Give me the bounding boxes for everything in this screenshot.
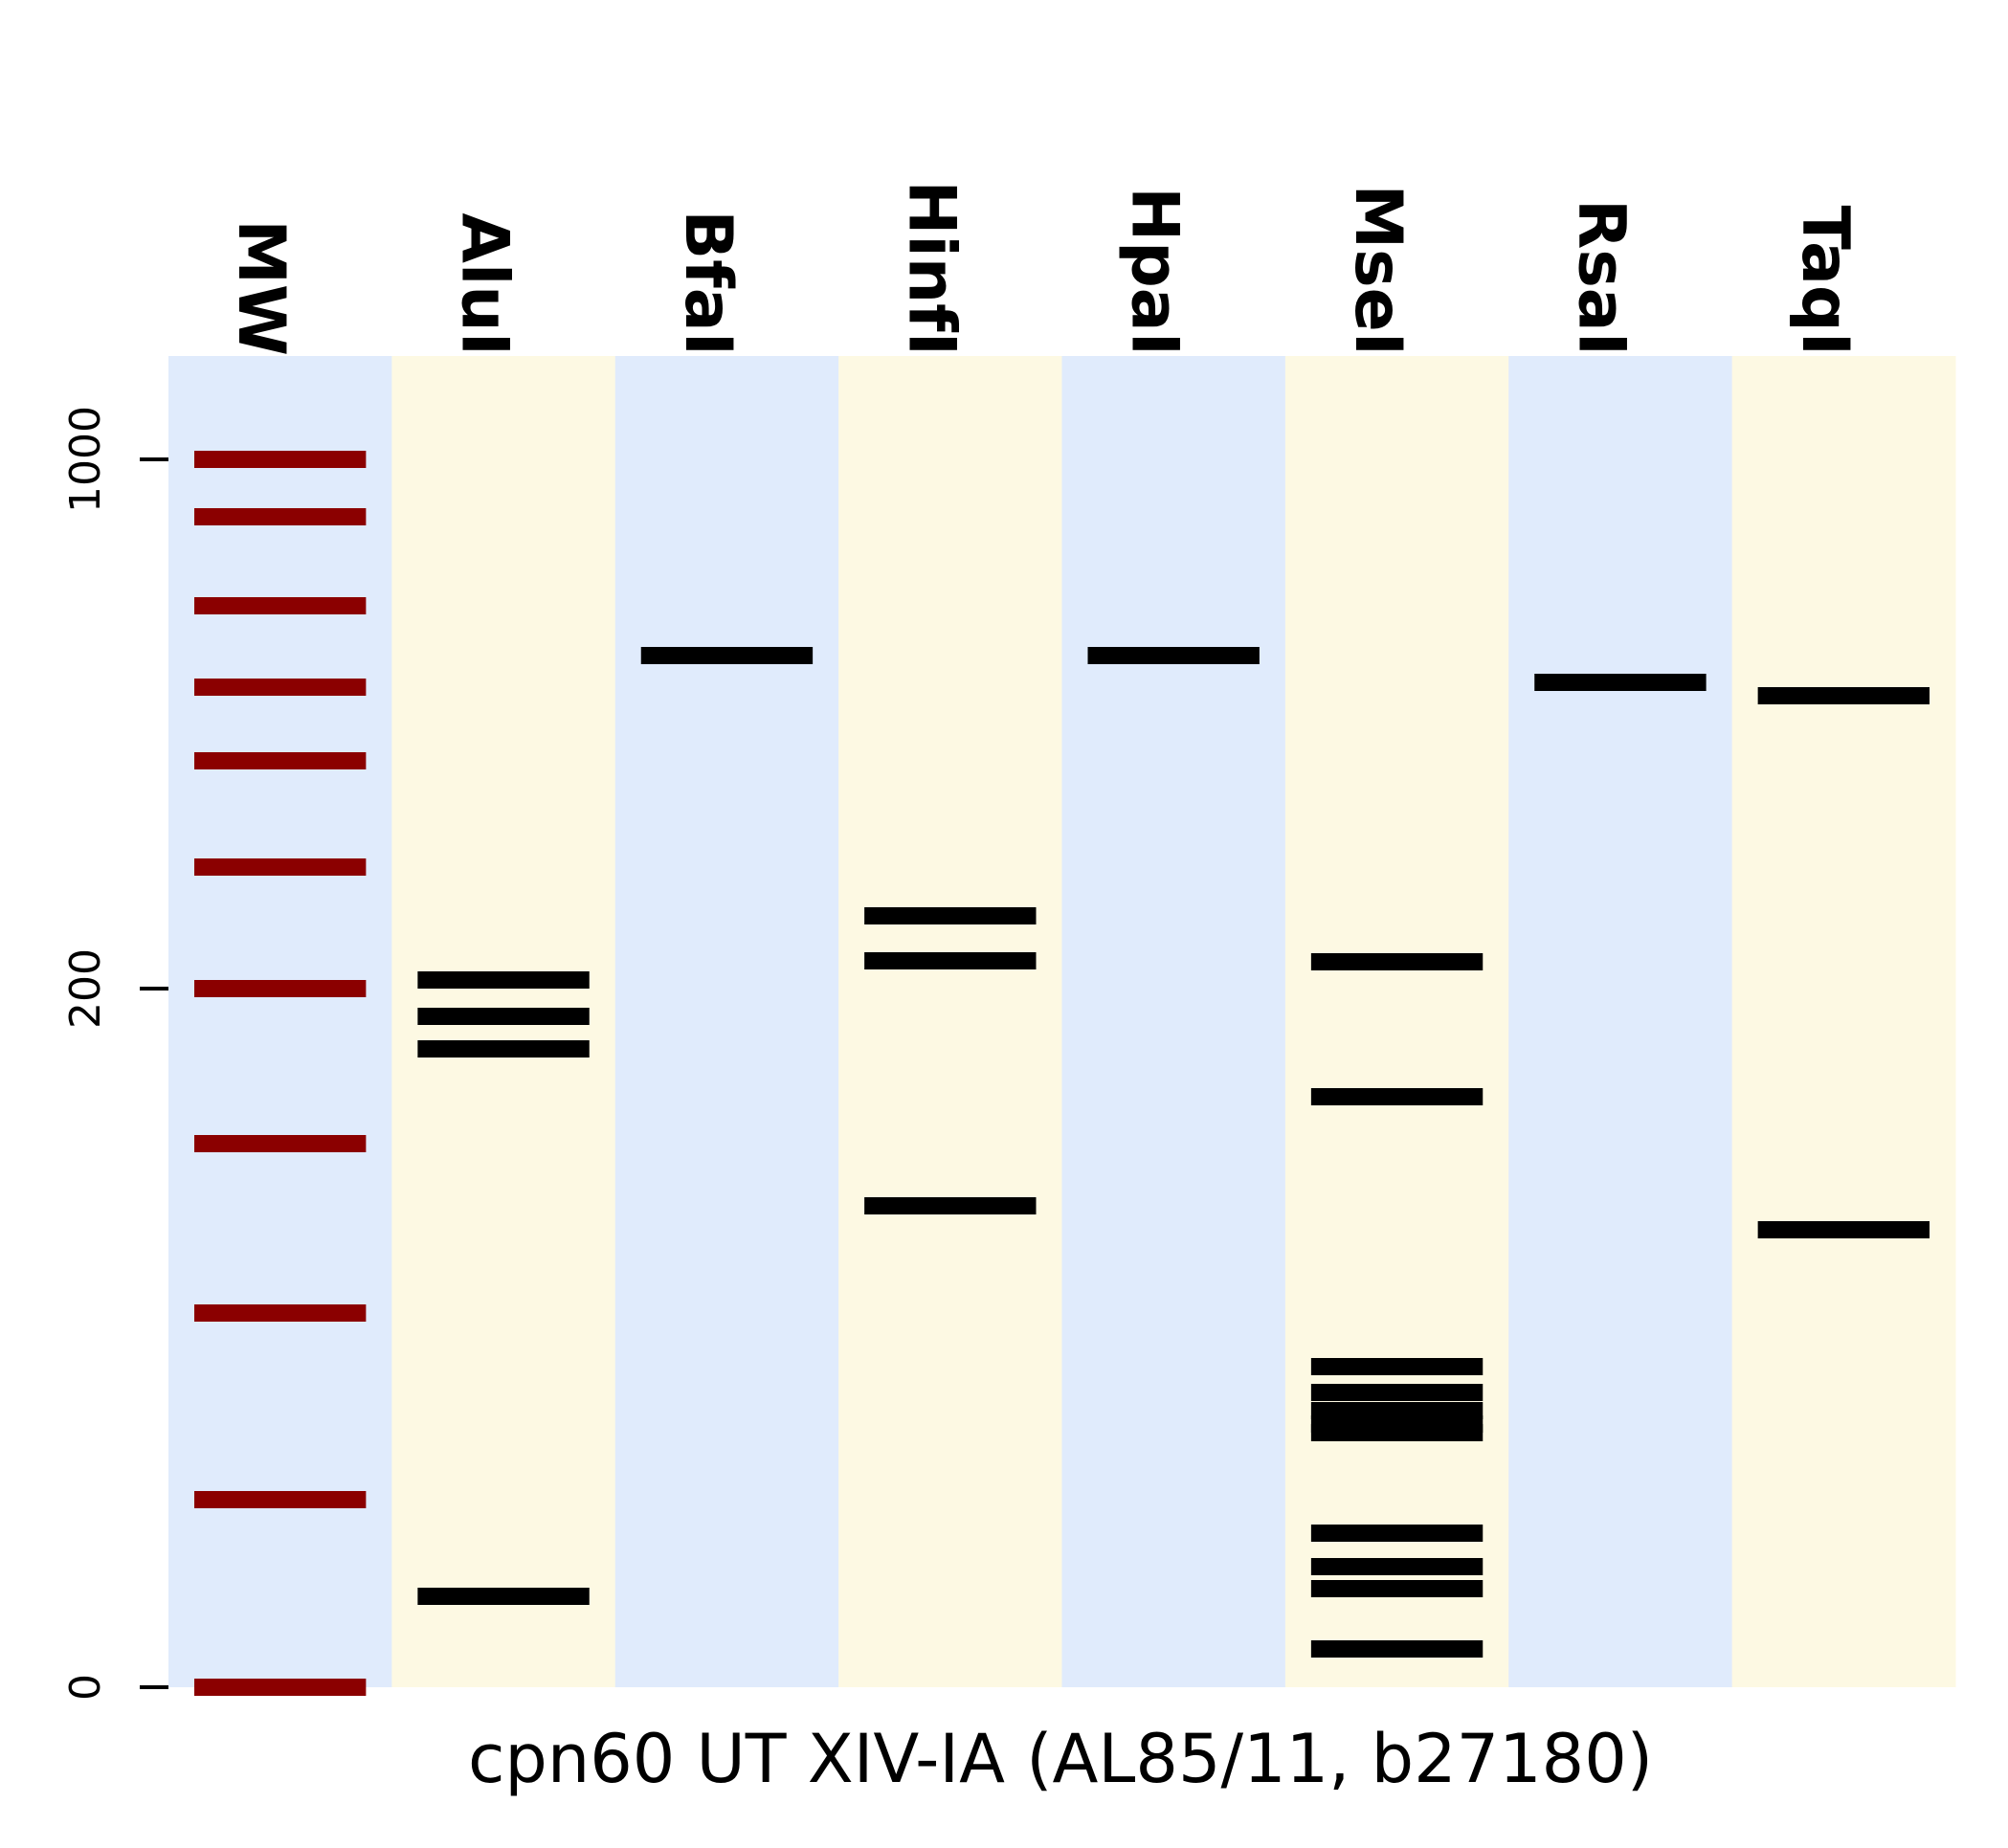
band-hpai-740: [1087, 647, 1260, 664]
lane-background-mw: [168, 356, 392, 1687]
band-mw-800: [194, 597, 367, 614]
band-msei-39: [1310, 1558, 1484, 1575]
band-msei-210: [1310, 953, 1484, 970]
band-alui-165: [417, 1040, 590, 1058]
band-alui-195: [417, 971, 590, 989]
y-tick-label-200: 200: [61, 948, 110, 1029]
band-mw-100: [194, 1491, 367, 1508]
band-msei-33: [1310, 1580, 1484, 1597]
band-mw-500: [194, 858, 367, 876]
y-tick-label-0: 0: [61, 1674, 110, 1701]
lane-label-msei: MseI: [1340, 184, 1416, 356]
lane-label-alui: AluI: [447, 212, 523, 356]
band-msei-20: [1310, 1640, 1484, 1658]
y-axis: 0 200 1000: [61, 406, 168, 1701]
band-mw-900: [194, 508, 367, 525]
band-hinfi-238: [864, 907, 1037, 924]
band-alui-33: [417, 1588, 590, 1605]
lane-label-mw: MW: [223, 219, 299, 356]
band-hinfi-108: [864, 1197, 1037, 1214]
band-mw-1000: [194, 451, 367, 468]
lane-labels: MW AluI BfaI HinfI HpaI MseI RsaI TaqI: [223, 180, 1863, 356]
band-rsai-700: [1534, 674, 1707, 691]
lane-background-bfai: [614, 356, 839, 1687]
band-mw-300: [194, 1135, 367, 1152]
x-axis-label: cpn60 UT XIV-IA (AL85/11, b27180): [468, 1720, 1653, 1798]
lane-label-taqi: TaqI: [1787, 206, 1863, 356]
lane-label-hpai: HpaI: [1117, 187, 1193, 356]
lane-background-taqi: [1731, 356, 1956, 1687]
band-msei-76: [1310, 1384, 1484, 1401]
y-tick-label-1000: 1000: [61, 406, 110, 513]
band-hinfi-210: [864, 952, 1037, 969]
band-mw-700: [194, 679, 367, 696]
lane-label-hinfi: HinfI: [893, 180, 969, 356]
band-alui-178: [417, 1008, 590, 1025]
band-bfai-740: [640, 647, 814, 664]
lane-backgrounds: [168, 356, 1956, 1687]
bands: [194, 451, 1930, 1696]
lane-background-rsai: [1508, 356, 1733, 1687]
band-taqi-100: [1757, 1221, 1930, 1238]
band-mw-400: [194, 980, 367, 997]
lane-background-msei: [1284, 356, 1509, 1687]
band-msei-49: [1310, 1525, 1484, 1542]
band-taqi-685: [1757, 687, 1930, 704]
lane-background-hpai: [1061, 356, 1286, 1687]
band-mw-50: [194, 1679, 367, 1696]
band-msei-62: [1310, 1424, 1484, 1441]
lane-background-hinfi: [838, 356, 1062, 1687]
lane-label-bfai: BfaI: [670, 210, 746, 356]
lane-label-rsai: RsaI: [1563, 199, 1639, 356]
band-mw-200: [194, 1304, 367, 1322]
band-mw-600: [194, 752, 367, 769]
band-msei-135: [1310, 1088, 1484, 1105]
band-msei-87: [1310, 1358, 1484, 1375]
band-msei-70: [1310, 1402, 1484, 1419]
